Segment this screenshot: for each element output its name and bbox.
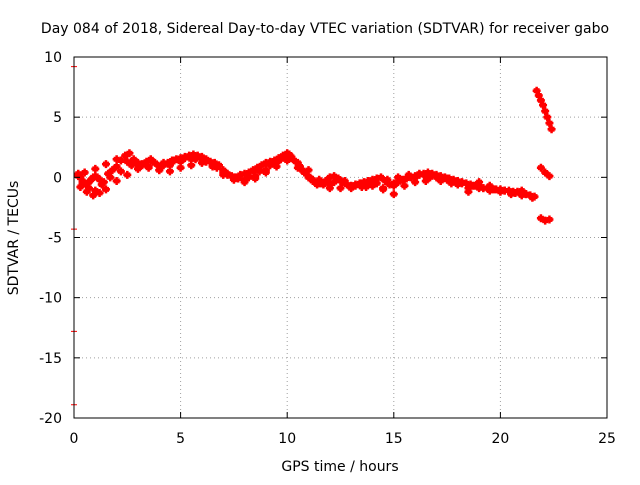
y-tick-label: 10 (44, 50, 62, 66)
y-tick-label: -5 (48, 231, 62, 247)
grid-lines (74, 57, 607, 418)
y-tick-label: 5 (53, 110, 62, 126)
x-tick-label: 10 (278, 431, 296, 447)
data-points (74, 86, 556, 225)
plot-frame (73, 56, 608, 419)
chart-title: Day 084 of 2018, Sidereal Day-to-day VTE… (41, 21, 609, 37)
x-tick-label: 25 (598, 431, 616, 447)
x-tick-label: 0 (70, 431, 79, 447)
x-tick-label: 15 (385, 431, 403, 447)
y-tick-label: -20 (39, 411, 62, 427)
x-axis-title: GPS time / hours (281, 459, 398, 475)
y-tick-label: -10 (39, 291, 62, 307)
y-axis-title: SDTVAR / TECUs (6, 181, 22, 296)
x-tick-label: 5 (176, 431, 185, 447)
axis-ticks: 0 5 10 15 20 25 -20 -15 -10 -5 0 5 10 (39, 50, 616, 447)
y-tick-label: 0 (53, 170, 62, 186)
y-tick-label: -15 (39, 351, 62, 367)
x-tick-label: 20 (491, 431, 509, 447)
